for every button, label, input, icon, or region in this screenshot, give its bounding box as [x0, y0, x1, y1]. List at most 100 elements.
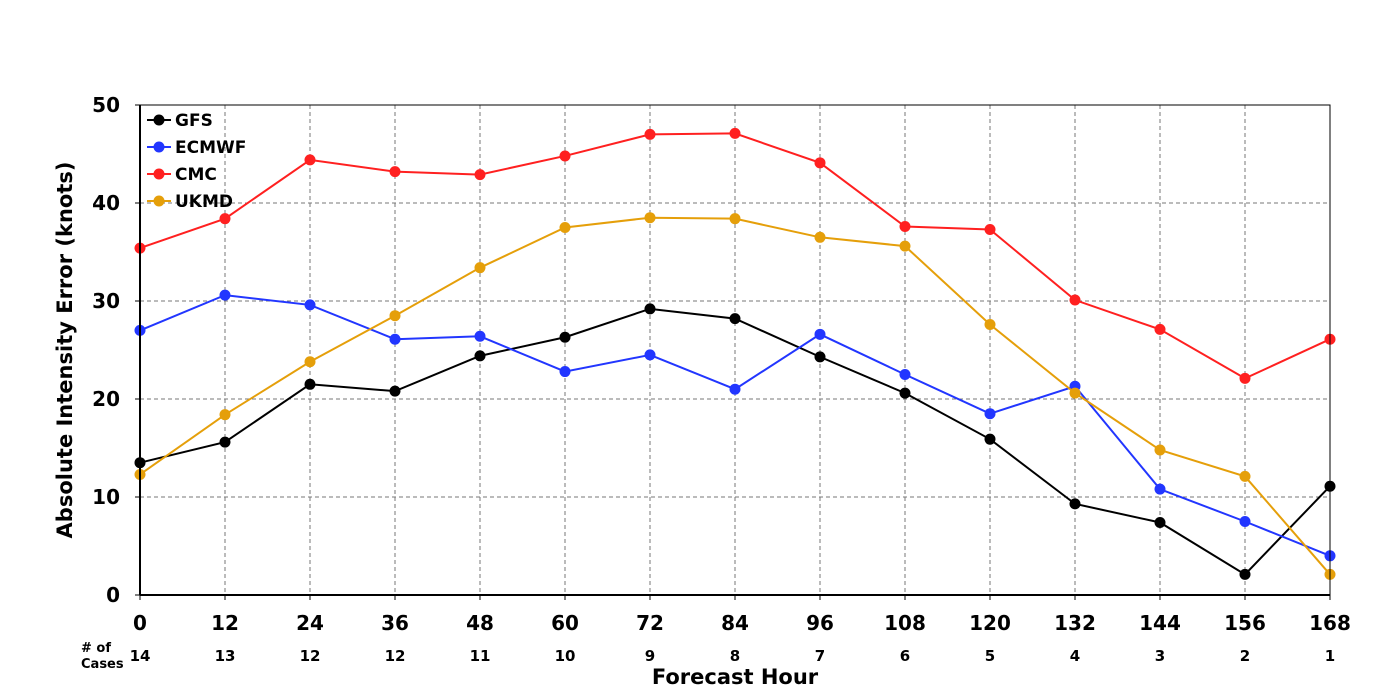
data-point-ecmwf: [984, 408, 996, 420]
legend-marker: [153, 141, 165, 153]
legend-item-gfs: GFS: [147, 111, 213, 131]
data-point-ecmwf: [304, 299, 316, 311]
data-point-ukmd: [389, 310, 401, 322]
cases-value: 14: [130, 647, 151, 665]
y-tick-label: 40: [92, 191, 120, 215]
data-point-ukmd: [899, 240, 911, 252]
legend-marker: [153, 195, 165, 207]
data-point-cmc: [814, 157, 826, 169]
data-point-ecmwf: [559, 366, 571, 378]
data-point-gfs: [814, 351, 826, 363]
data-point-cmc: [899, 221, 911, 233]
data-point-gfs: [559, 331, 571, 343]
data-point-ukmd: [304, 356, 316, 368]
series-ecmwf: [134, 289, 1336, 562]
cases-label-line1: # of: [81, 641, 111, 656]
data-point-ecmwf: [474, 330, 486, 342]
data-point-gfs: [1069, 498, 1081, 510]
data-point-gfs: [644, 303, 656, 315]
cases-value: 11: [470, 647, 491, 665]
y-tick-label: 0: [106, 583, 120, 607]
y-tick-label: 10: [92, 485, 120, 509]
x-tick-label: 36: [381, 611, 409, 635]
cases-value: 7: [815, 647, 825, 665]
data-point-ecmwf: [644, 349, 656, 361]
data-point-cmc: [984, 223, 996, 235]
data-point-gfs: [899, 387, 911, 399]
legend-label: ECMWF: [175, 138, 246, 158]
data-point-ecmwf: [729, 383, 741, 395]
data-point-cmc: [729, 127, 741, 139]
legend-item-ecmwf: ECMWF: [147, 138, 246, 158]
data-point-ukmd: [1154, 444, 1166, 456]
legend-label: CMC: [175, 165, 217, 185]
data-point-ecmwf: [1154, 483, 1166, 495]
series-line-ecmwf: [139, 294, 1331, 557]
legend-label: GFS: [175, 111, 213, 131]
data-point-cmc: [1154, 323, 1166, 335]
data-point-cmc: [559, 150, 571, 162]
data-point-ukmd: [474, 262, 486, 274]
cases-value: 6: [900, 647, 910, 665]
data-point-cmc: [1069, 294, 1081, 306]
y-tick-label: 30: [92, 289, 120, 313]
data-point-ukmd: [814, 231, 826, 243]
data-point-gfs: [389, 385, 401, 397]
data-point-ecmwf: [389, 333, 401, 345]
data-point-gfs: [219, 436, 231, 448]
data-point-ukmd: [559, 222, 571, 233]
data-point-cmc: [219, 213, 231, 225]
x-axis-title: Forecast Hour: [652, 665, 819, 689]
x-tick-label: 156: [1224, 611, 1266, 635]
data-point-ukmd: [1069, 387, 1081, 399]
legend: GFS ECMWF CMC UKMD: [147, 111, 246, 212]
y-tick-label: 50: [92, 93, 120, 117]
x-tick-label: 120: [969, 611, 1011, 635]
series-ukmd: [134, 212, 1336, 580]
data-point-ecmwf: [219, 289, 231, 301]
x-tick-label: 12: [211, 611, 239, 635]
legend-item-cmc: CMC: [147, 165, 217, 185]
x-tick-label: 108: [884, 611, 926, 635]
legend-marker: [153, 168, 165, 180]
cases-label-line2: Cases: [81, 657, 124, 672]
data-point-cmc: [389, 166, 401, 178]
x-tick-label: 132: [1054, 611, 1096, 635]
cases-value: 3: [1155, 647, 1165, 665]
legend-marker: [153, 114, 165, 126]
data-point-gfs: [729, 313, 741, 325]
data-point-gfs: [304, 378, 316, 390]
tick-labels: 0 12 24 36 48 60 72 84 96 108 120 132 144 156 168 0 10 20…: [92, 93, 1351, 635]
data-point-ecmwf: [814, 328, 826, 340]
data-point-gfs: [1239, 568, 1251, 580]
x-tick-label: 24: [296, 611, 324, 635]
data-point-gfs: [984, 433, 996, 445]
data-point-ecmwf: [899, 369, 911, 380]
cases-value: 4: [1070, 647, 1080, 665]
cases-value: 1: [1325, 647, 1335, 665]
data-point-cmc: [474, 169, 486, 181]
y-tick-label: 20: [92, 387, 120, 411]
cases-value: 9: [645, 647, 655, 665]
x-tick-label: 168: [1309, 611, 1351, 635]
cases-value: 2: [1240, 647, 1250, 665]
legend-item-ukmd: UKMD: [147, 192, 233, 212]
data-point-ecmwf: [1239, 516, 1251, 527]
cases-value: 8: [730, 647, 740, 665]
x-tick-label: 72: [636, 611, 664, 635]
x-tick-label: 0: [133, 611, 147, 635]
series-cmc: [134, 127, 1336, 384]
x-tick-label: 84: [721, 611, 749, 635]
data-point-ukmd: [644, 212, 656, 224]
data-point-ukmd: [729, 213, 741, 225]
data-point-cmc: [644, 128, 656, 140]
data-point-ukmd: [1239, 470, 1251, 482]
cases-value: 5: [985, 647, 995, 665]
cases-value: 12: [300, 647, 321, 665]
grid-lines: [140, 105, 1330, 595]
y-axis-title: Absolute Intensity Error (knots): [53, 162, 77, 539]
x-tick-label: 144: [1139, 611, 1181, 635]
data-point-ukmd: [984, 319, 996, 331]
